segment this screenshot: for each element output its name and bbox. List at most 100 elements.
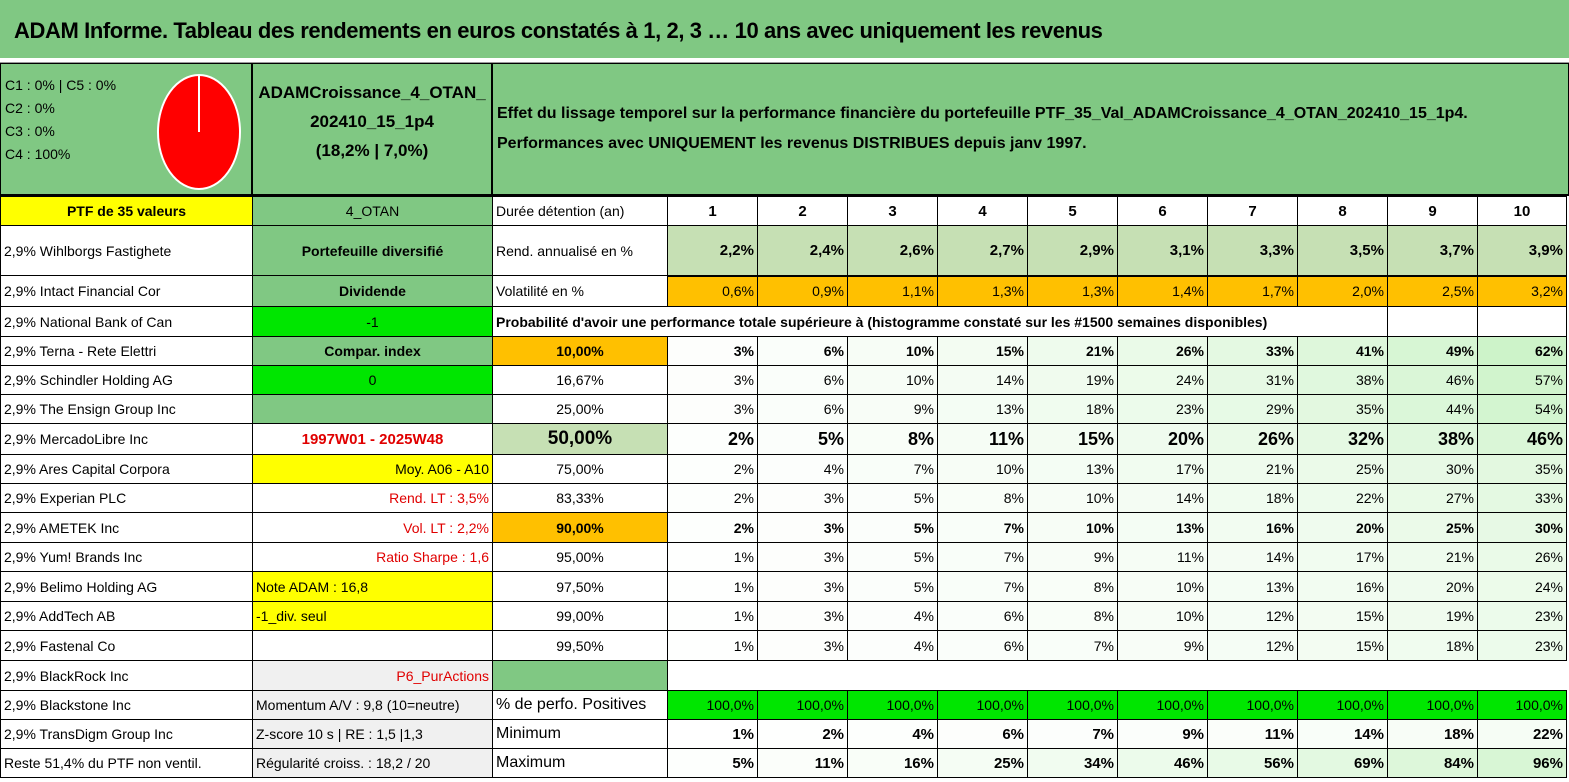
holding-name: 2,9% AddTech AB [0, 601, 253, 631]
prob-value: 9% [847, 394, 938, 424]
holding-name: 2,9% The Ensign Group Inc [0, 394, 253, 424]
prob-value: 10% [1027, 483, 1118, 513]
returns-table: PTF de 35 valeurs 4_OTAN Durée détention (… [0, 196, 1567, 778]
prob-value: 26% [1207, 423, 1298, 455]
portfolio-name-line2: 202410_15_1p4 [310, 112, 434, 131]
portfolio-stats: (18,2% | 7,0%) [315, 141, 429, 160]
portfolio-size-label: PTF de 35 valeurs [0, 196, 253, 226]
empty-cell [1208, 661, 1298, 691]
table-row: 2,9% BlackRock Inc P6_PurActions [0, 660, 1567, 691]
prob-value: 49% [1387, 336, 1478, 366]
prob-value: 11% [937, 423, 1028, 455]
vol-value: 2,0% [1297, 275, 1388, 307]
prob-value: 3% [757, 512, 848, 543]
prob-value: 7% [937, 512, 1028, 543]
description: Effet du lissage temporel sur la perform… [492, 63, 1569, 195]
year-header: 2 [757, 196, 848, 226]
rend-value: 3,7% [1387, 225, 1478, 277]
allocation-line: C3 : 0% [5, 123, 55, 139]
prob-value: 26% [1117, 336, 1208, 366]
pos-value: 100,0% [1117, 690, 1208, 720]
allocation-line: C1 : 0% | C5 : 0% [5, 77, 117, 93]
table-row: 2,9% Fastenal Co 99,50% 1% 3% 4% 6% 7% 9% 12% 15%… [0, 630, 1567, 661]
empty-cell [1388, 661, 1478, 691]
holding-name: Reste 51,4% du PTF non ventil. [0, 748, 253, 778]
prob-value: 41% [1297, 336, 1388, 366]
prob-value: 16% [1207, 512, 1298, 543]
rend-value: 2,7% [937, 225, 1028, 277]
info-cell: Z-score 10 s | RE : 1,5 |1,3 [252, 719, 493, 749]
pos-value: 100,0% [757, 690, 848, 720]
info-cell: -1 [252, 306, 493, 337]
prob-value: 6% [757, 365, 848, 395]
prob-value: 8% [847, 423, 938, 455]
vol-value: 2,5% [1387, 275, 1478, 307]
prob-value: 33% [1207, 336, 1298, 366]
prob-value: 21% [1027, 336, 1118, 366]
prob-value: 35% [1477, 454, 1567, 484]
prob-value: 1% [667, 630, 758, 661]
prob-value: 1% [667, 542, 758, 572]
pos-value: 100,0% [667, 690, 758, 720]
divider [0, 58, 1569, 63]
year-header: 3 [847, 196, 938, 226]
prob-value: 23% [1117, 394, 1208, 424]
prob-value: 3% [757, 483, 848, 513]
empty-cell [938, 661, 1028, 691]
prob-value: 4% [847, 630, 938, 661]
prob-value: 46% [1477, 423, 1567, 455]
threshold-value: 95,00% [492, 542, 668, 572]
prob-value: 4% [757, 454, 848, 484]
info-cell: 0 [252, 365, 493, 395]
prob-value: 12% [1207, 601, 1298, 631]
prob-value: 19% [1387, 601, 1478, 631]
rend-value: 2,9% [1027, 225, 1118, 277]
holding-name: 2,9% BlackRock Inc [0, 660, 253, 691]
prob-value: 19% [1027, 365, 1118, 395]
prob-value: 18% [1027, 394, 1118, 424]
prob-value: 15% [1297, 601, 1388, 631]
info-cell: Rend. LT : 3,5% [252, 483, 493, 513]
prob-value: 9% [1117, 630, 1208, 661]
prob-value: 21% [1207, 454, 1298, 484]
threshold-value: 83,33% [492, 483, 668, 513]
prob-value: 3% [757, 601, 848, 631]
prob-value: 8% [937, 483, 1028, 513]
max-value: 5% [667, 748, 758, 778]
prob-value: 15% [937, 336, 1028, 366]
info-cell: Momentum A/V : 9,8 (10=neutre) [252, 690, 493, 720]
prob-value: 14% [1117, 483, 1208, 513]
threshold-value: 10,00% [492, 336, 668, 366]
prob-value: 17% [1297, 542, 1388, 572]
prob-value: 20% [1117, 423, 1208, 455]
rend-value: 3,5% [1297, 225, 1388, 277]
min-label: Minimum [492, 719, 668, 749]
vol-label: Volatilité en % [492, 275, 668, 307]
prob-value: 3% [757, 571, 848, 602]
info-cell [252, 630, 493, 661]
prob-value: 7% [937, 571, 1028, 602]
prob-value: 3% [757, 630, 848, 661]
table-row: 2,9% National Bank of Can -1 Probabilité d… [0, 306, 1567, 337]
rend-value: 2,2% [667, 225, 758, 277]
prob-value: 18% [1207, 483, 1298, 513]
holding-name: 2,9% Blackstone Inc [0, 690, 253, 720]
prob-value: 6% [937, 601, 1028, 631]
table-row: PTF de 35 valeurs 4_OTAN Durée détention (… [0, 196, 1567, 226]
allocation-line: C2 : 0% [5, 100, 55, 116]
prob-value: 20% [1387, 571, 1478, 602]
empty-cell [1298, 661, 1388, 691]
threshold-value: 99,50% [492, 630, 668, 661]
prob-value: 5% [847, 483, 938, 513]
prob-value: 1% [667, 601, 758, 631]
vol-value: 0,6% [667, 275, 758, 307]
max-value: 25% [937, 748, 1028, 778]
prob-value: 27% [1387, 483, 1478, 513]
rend-value: 2,4% [757, 225, 848, 277]
allocation-panel: C1 : 0% | C5 : 0% C2 : 0% C3 : 0% C4 : 1… [0, 63, 252, 195]
prob-value: 22% [1297, 483, 1388, 513]
year-header: 5 [1027, 196, 1118, 226]
prob-value: 15% [1297, 630, 1388, 661]
rend-value: 3,1% [1117, 225, 1208, 277]
holding-name: 2,9% Schindler Holding AG [0, 365, 253, 395]
